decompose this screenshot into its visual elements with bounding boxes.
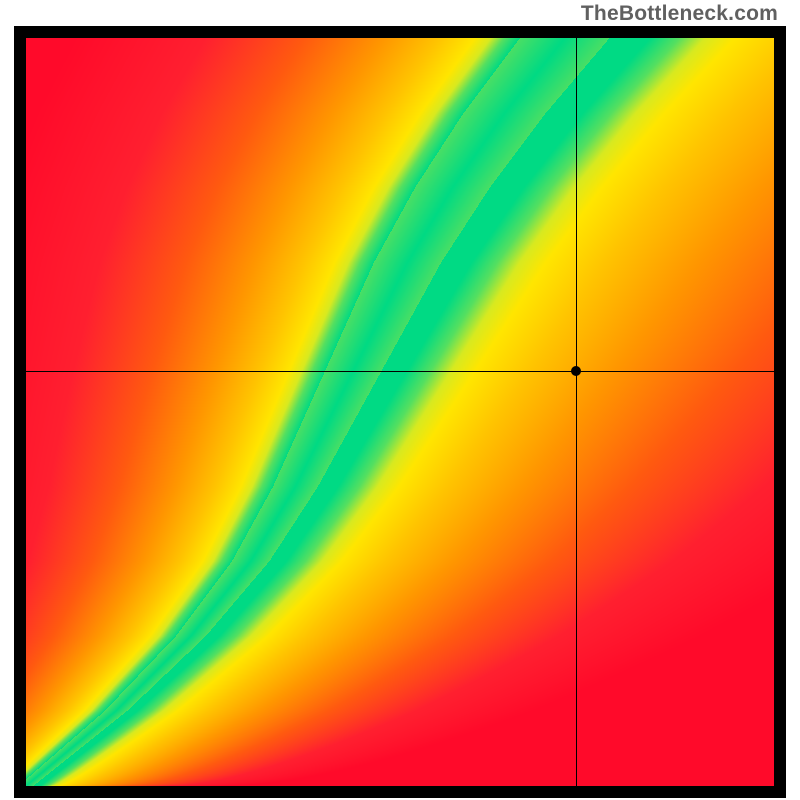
- crosshair-vertical-line: [576, 38, 577, 786]
- chart-frame: [14, 26, 786, 798]
- crosshair-horizontal-line: [26, 371, 774, 372]
- bottleneck-heatmap: [26, 38, 774, 786]
- crosshair-marker-dot: [571, 366, 581, 376]
- watermark-text: TheBottleneck.com: [581, 2, 778, 26]
